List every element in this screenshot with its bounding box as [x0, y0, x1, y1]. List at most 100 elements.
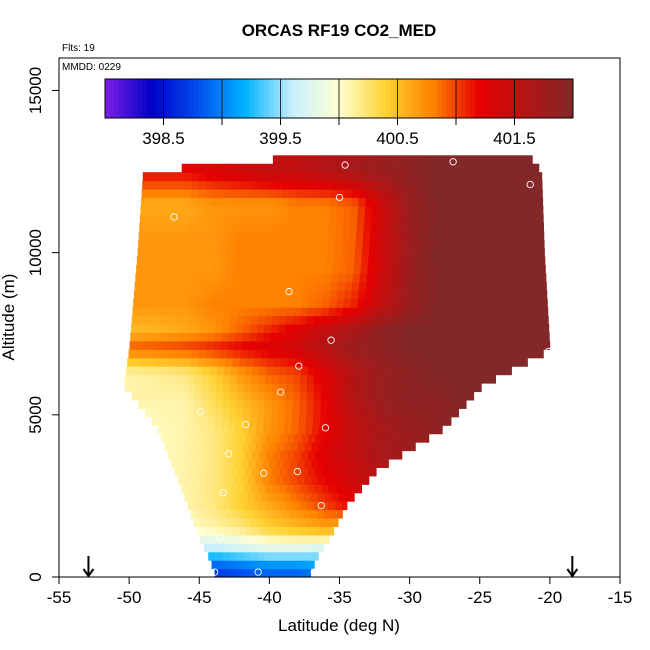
heatmap-cell	[453, 399, 462, 409]
heatmap-cell	[253, 357, 262, 367]
heatmap-cell	[539, 214, 544, 224]
heatmap-cell	[208, 501, 217, 511]
heatmap-cell	[344, 290, 352, 300]
heatmap-cell	[229, 399, 238, 409]
heatmap-cell	[432, 239, 441, 249]
heatmap-cell	[419, 315, 427, 325]
heatmap-cell	[388, 172, 396, 182]
heatmap-cell	[304, 458, 313, 468]
heatmap-cell	[399, 298, 408, 308]
heatmap-cell	[462, 366, 471, 376]
heatmap-cell	[398, 374, 406, 384]
heatmap-cell	[252, 205, 261, 215]
heatmap-cell	[532, 298, 541, 308]
heatmap-cell	[399, 205, 408, 215]
heatmap-cell	[362, 408, 370, 418]
heatmap-cell	[392, 163, 400, 173]
heatmap-cell	[408, 189, 416, 199]
heatmap-cell	[496, 315, 504, 325]
heatmap-cell	[348, 408, 356, 418]
heatmap-cell	[283, 264, 291, 274]
heatmap-cell	[464, 281, 472, 291]
heatmap-cell	[368, 425, 376, 435]
heatmap-cell	[327, 416, 335, 426]
heatmap-cell	[239, 290, 247, 300]
heatmap-cell	[306, 399, 315, 409]
colorbar-segment	[516, 79, 523, 118]
heatmap-cell	[359, 273, 368, 283]
colorbar-segment	[488, 79, 494, 118]
heatmap-cell	[271, 315, 280, 325]
heatmap-cell	[396, 256, 404, 266]
heatmap-cell	[160, 307, 169, 317]
heatmap-cell	[382, 425, 390, 435]
colorbar-segment	[498, 79, 504, 118]
colorbar-segment	[231, 79, 237, 118]
colorbar-segment	[353, 79, 359, 118]
heatmap-cell	[432, 399, 441, 409]
heatmap-cell	[355, 416, 363, 426]
heatmap-cell	[515, 332, 524, 342]
heatmap-cell	[377, 315, 385, 325]
heatmap-cell	[215, 501, 224, 511]
heatmap-cell	[457, 180, 466, 190]
heatmap-cell	[394, 273, 403, 283]
heatmap-cell	[511, 214, 520, 224]
heatmap-cell	[336, 205, 345, 215]
heatmap-cell	[286, 484, 295, 494]
heatmap-cell	[388, 264, 397, 274]
heatmap-cell	[305, 256, 313, 266]
heatmap-cell	[383, 391, 392, 401]
heatmap-cell	[286, 155, 295, 165]
heatmap-cell	[295, 189, 304, 199]
heatmap-cell	[197, 189, 206, 199]
heatmap-cell	[428, 357, 437, 367]
heatmap-cell	[224, 526, 233, 536]
heatmap-cell	[300, 155, 309, 165]
colorbar-segment	[521, 79, 527, 118]
heatmap-cell	[308, 205, 317, 215]
heatmap-cell	[348, 239, 357, 249]
heatmap-cell	[349, 484, 358, 494]
heatmap-cell	[511, 163, 519, 173]
heatmap-cell	[352, 492, 355, 502]
heatmap-cell	[417, 425, 425, 435]
heatmap-cell	[409, 172, 417, 182]
heatmap-cell	[393, 357, 402, 367]
heatmap-cell	[374, 172, 382, 182]
heatmap-cell	[304, 172, 312, 182]
heatmap-cell	[300, 307, 309, 317]
heatmap-cell	[145, 383, 154, 393]
heatmap-cell	[207, 332, 216, 342]
heatmap-cell	[383, 323, 392, 334]
heatmap-cell	[290, 475, 298, 485]
heatmap-cell	[513, 281, 521, 291]
colorbar-segment	[287, 79, 293, 118]
heatmap-cell	[349, 467, 358, 477]
heatmap-cell	[293, 163, 302, 173]
heatmap-cell	[187, 315, 196, 325]
heatmap-cell	[356, 315, 364, 325]
heatmap-cell	[263, 416, 272, 426]
heatmap-cell	[365, 197, 374, 207]
heatmap-cell	[145, 408, 153, 418]
heatmap-cell	[258, 484, 267, 494]
heatmap-cell	[206, 475, 214, 485]
heatmap-cell	[389, 340, 397, 350]
heatmap-cell	[198, 349, 207, 359]
heatmap-cell	[261, 492, 270, 502]
heatmap-cell	[369, 408, 378, 418]
heatmap-cell	[328, 484, 337, 494]
heatmap-cell	[426, 222, 435, 232]
sample-point	[449, 158, 457, 166]
heatmap-cell	[270, 568, 279, 578]
heatmap-cell	[224, 450, 232, 460]
heatmap-cell	[435, 197, 444, 207]
heatmap-cell	[295, 560, 304, 570]
heatmap-cell	[483, 298, 492, 308]
heatmap-cell	[406, 214, 414, 224]
heatmap-cell	[483, 163, 491, 173]
heatmap-cell	[426, 307, 435, 317]
heatmap-cell	[147, 290, 156, 300]
heatmap-cell	[217, 366, 225, 376]
